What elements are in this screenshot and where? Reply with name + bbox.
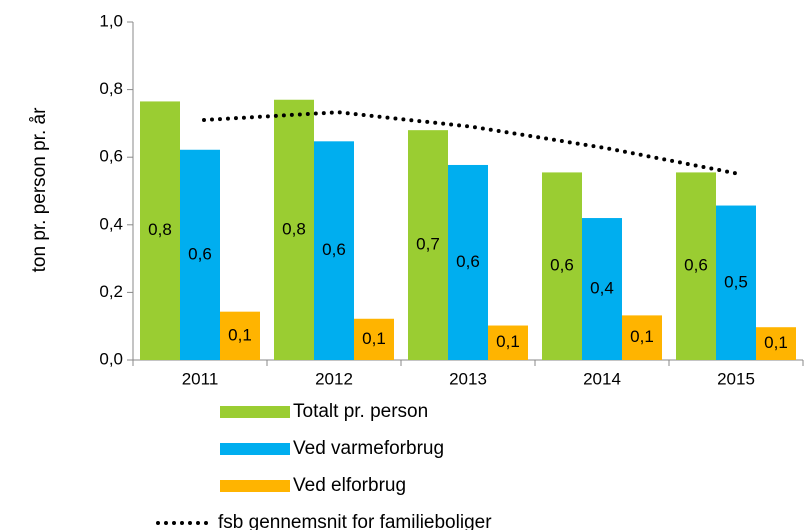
- y-tick-label: 1,0: [99, 11, 123, 30]
- y-axis-title: ton pr. person pr. år: [29, 107, 50, 272]
- bar: [314, 141, 354, 360]
- x-tick-label: 2013: [449, 369, 487, 388]
- y-tick-label: 0,8: [99, 79, 123, 98]
- bar: [756, 327, 796, 360]
- data-label: 0,1: [362, 329, 386, 348]
- x-tick-label: 2011: [182, 369, 219, 388]
- bar: [274, 99, 314, 361]
- bar: [582, 218, 622, 360]
- data-label: 0,5: [724, 272, 748, 291]
- legend-label: fsb gennemsnit for familieboliger: [218, 512, 492, 530]
- legend-label: Ved varmeforbrug: [293, 438, 444, 459]
- data-label: 0,6: [188, 244, 212, 263]
- data-label: 0,1: [630, 327, 654, 346]
- data-label: 0,4: [590, 279, 614, 298]
- legend-label: Totalt pr. person: [293, 401, 428, 422]
- data-label: 0,1: [496, 332, 520, 351]
- data-label: 0,8: [148, 220, 172, 239]
- legend-label: Ved elforbrug: [293, 475, 406, 496]
- x-tick-label: 2014: [583, 369, 621, 388]
- bar: [716, 205, 756, 360]
- data-label: 0,8: [282, 219, 306, 238]
- x-tick-label: 2015: [717, 369, 755, 388]
- data-label: 0,6: [684, 256, 708, 275]
- data-label: 0,6: [322, 240, 346, 259]
- bar: [408, 130, 448, 360]
- legend-swatch: [220, 443, 290, 455]
- data-label: 0,1: [228, 325, 252, 344]
- bar: [448, 164, 488, 360]
- y-tick-label: 0,6: [99, 147, 123, 166]
- bar: [676, 172, 716, 360]
- y-tick-label: 0,4: [99, 214, 123, 233]
- data-label: 0,1: [764, 333, 788, 352]
- legend-swatch: [220, 480, 290, 492]
- bar: [180, 149, 220, 360]
- x-tick-label: 2012: [315, 369, 353, 388]
- bar: [488, 325, 528, 360]
- y-tick-label: 0,2: [99, 282, 123, 301]
- data-label: 0,6: [550, 256, 574, 275]
- line: [202, 110, 742, 177]
- data-label: 0,6: [456, 252, 480, 271]
- bar: [140, 101, 180, 361]
- bar: [542, 172, 582, 360]
- bar: [354, 318, 394, 360]
- bar: [220, 311, 260, 360]
- data-label: 0,7: [416, 235, 440, 254]
- legend-swatch: [220, 406, 290, 418]
- bar: [622, 315, 662, 360]
- y-tick-label: 0,0: [99, 349, 123, 368]
